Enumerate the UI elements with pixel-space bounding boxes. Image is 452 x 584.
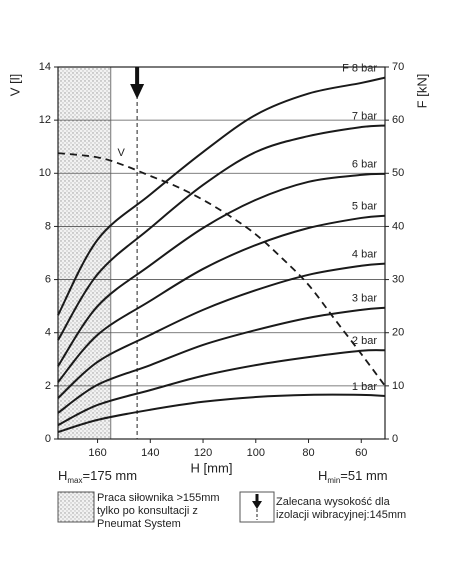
y2-axis-title: F [kN]: [414, 74, 429, 109]
y2-tick-label: 70: [392, 61, 404, 73]
y-tick-label: 10: [39, 167, 51, 179]
curve-label: 1 bar: [352, 381, 377, 393]
h-symbol: H: [58, 468, 67, 483]
y-tick-label: 2: [45, 380, 51, 392]
y2-tick-label: 40: [392, 220, 404, 232]
h-label: Hmax=175 mm: [58, 468, 137, 485]
curve: [57, 214, 386, 383]
curve: [57, 76, 386, 316]
y-tick-label: 4: [45, 327, 51, 339]
y-tick-label: 14: [39, 61, 51, 73]
curve-label: 7 bar: [352, 110, 377, 122]
h-symbol: H: [318, 468, 327, 483]
legend-arrow: [252, 494, 262, 509]
curve-label: 3 bar: [352, 293, 377, 305]
curve: [57, 306, 386, 414]
y-tick-label: 6: [45, 273, 51, 285]
x-axis-title: H [mm]: [191, 460, 233, 475]
y2-tick-label: 10: [392, 380, 404, 392]
y2-tick-label: 60: [392, 114, 404, 126]
y2-tick-label: 0: [392, 433, 398, 445]
h-sub: min: [327, 476, 340, 485]
y2-tick-label: 50: [392, 167, 404, 179]
x-tick-label: 140: [141, 447, 159, 459]
legend-arrow-text: Zalecana wysokość dla: [276, 496, 391, 508]
y-tick-label: 12: [39, 114, 51, 126]
recommended-arrow: [130, 67, 145, 99]
y2-tick-label: 20: [392, 327, 404, 339]
curve-label: 6 bar: [352, 159, 377, 171]
curve-label: 4 bar: [352, 249, 377, 261]
x-tick-label: 100: [247, 447, 265, 459]
y2-tick-label: 30: [392, 273, 404, 285]
h-sub: max: [67, 476, 82, 485]
h-text: =175 mm: [83, 468, 138, 483]
x-tick-label: 80: [302, 447, 314, 459]
curve: [57, 172, 386, 367]
y-axis-title: V [l]: [7, 74, 22, 96]
curve-label: 5 bar: [352, 201, 377, 213]
curve: [57, 152, 386, 387]
h-text: =51 mm: [340, 468, 387, 483]
plot-frame: [57, 66, 386, 440]
curve-label: V: [118, 147, 126, 159]
y-tick-label: 8: [45, 220, 51, 232]
x-tick-label: 160: [88, 447, 106, 459]
legend-arrow-text: izolacji wibracyjnej:145mm: [276, 509, 406, 521]
x-tick-label: 120: [194, 447, 212, 459]
curve: [57, 393, 386, 434]
curve-label: 2 bar: [352, 335, 377, 347]
curve: [57, 124, 386, 341]
shaded-region: [58, 67, 111, 439]
curve: [57, 349, 386, 427]
curve-label: F 8 bar: [342, 63, 377, 75]
y-tick-label: 0: [45, 433, 51, 445]
legend-hatch-text: tylko po konsultacji z: [97, 505, 198, 517]
legend-hatch-box: [57, 491, 95, 523]
x-tick-label: 60: [355, 447, 367, 459]
curve: [57, 262, 386, 399]
h-label: Hmin=51 mm: [318, 468, 388, 485]
legend-hatch-text: Praca siłownika >155mm: [97, 492, 220, 504]
legend-hatch-text: Pneumat System: [97, 518, 181, 530]
